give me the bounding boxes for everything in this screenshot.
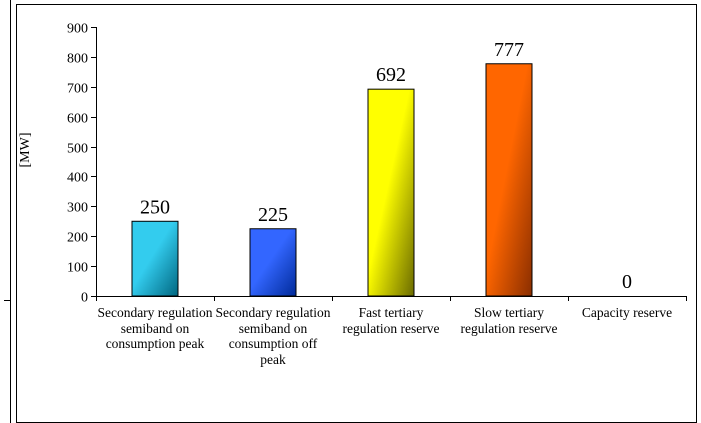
y-axis-label: [MW] — [18, 132, 33, 168]
y-tick-label: 400 — [67, 171, 88, 186]
data-label: 0 — [622, 271, 632, 293]
x-tick-label: Secondary regulation semiband on consump… — [215, 305, 331, 367]
bar — [367, 88, 415, 297]
y-tick-label: 800 — [67, 52, 88, 67]
data-label: 692 — [376, 64, 406, 86]
data-label: 777 — [494, 39, 524, 61]
y-tick-label: 200 — [67, 231, 88, 246]
x-tick-label: Slow tertiary regulation reserve — [460, 305, 558, 336]
bar — [249, 228, 297, 297]
x-tick-label: Fast tertiary regulation reserve — [342, 305, 440, 336]
x-tick-label: Secondary regulation semiband on consump… — [97, 305, 213, 351]
y-tick-label: 100 — [67, 261, 88, 276]
y-tick-label: 900 — [67, 22, 88, 37]
bars — [131, 63, 533, 297]
y-tick-label: 600 — [67, 112, 88, 127]
y-tick-label: 500 — [67, 142, 88, 157]
y-tick-label: 0 — [81, 291, 88, 306]
data-label: 225 — [258, 204, 288, 226]
y-tick-label: 700 — [67, 82, 88, 97]
value-labels: 250 225 692 777 0 — [140, 39, 632, 293]
y-tick-label: 300 — [67, 201, 88, 216]
bar — [131, 220, 179, 297]
data-label: 250 — [140, 196, 170, 218]
chart-frame — [16, 4, 697, 423]
y-axis: 0 100 200 300 400 500 600 700 800 900 — [67, 22, 97, 306]
bar — [485, 63, 533, 297]
x-tick-label: Capacity reserve — [581, 305, 673, 320]
